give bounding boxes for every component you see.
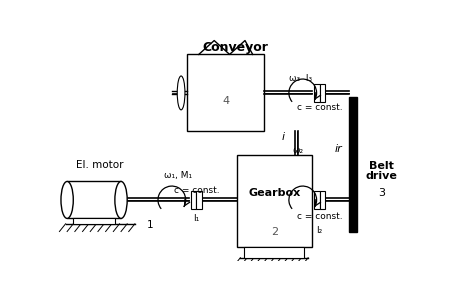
Text: ω₃  I₃: ω₃ I₃	[289, 74, 312, 83]
Bar	[67, 181, 121, 218]
Text: c = const.: c = const.	[297, 212, 342, 221]
Text: Belt: Belt	[369, 161, 394, 171]
Bar	[320, 191, 325, 209]
Bar	[314, 191, 320, 209]
Text: c = const.: c = const.	[174, 186, 219, 195]
Bar	[73, 218, 115, 224]
Bar	[244, 247, 304, 258]
Bar	[320, 84, 325, 102]
Text: Gearbox: Gearbox	[248, 188, 301, 198]
Text: ir: ir	[335, 144, 343, 154]
Text: ω₂: ω₂	[293, 146, 304, 154]
Text: I₂: I₂	[316, 226, 323, 235]
Text: I₁: I₁	[193, 214, 200, 223]
Text: 3: 3	[378, 188, 385, 198]
Bar	[191, 191, 197, 209]
Bar	[197, 191, 202, 209]
Text: El. motor: El. motor	[76, 160, 124, 170]
Text: 1: 1	[147, 220, 153, 230]
Ellipse shape	[115, 181, 127, 218]
Text: drive: drive	[365, 171, 397, 181]
Text: c = const.: c = const.	[297, 103, 342, 112]
Text: i: i	[281, 132, 284, 142]
Bar	[349, 97, 357, 231]
Text: Conveyor: Conveyor	[202, 41, 268, 54]
Bar	[187, 54, 264, 131]
Text: 4: 4	[222, 96, 229, 105]
Bar	[314, 84, 320, 102]
Text: 2: 2	[271, 226, 278, 236]
Bar	[237, 154, 312, 247]
Ellipse shape	[177, 76, 185, 110]
Text: ω₁, M₁: ω₁, M₁	[164, 171, 192, 180]
Ellipse shape	[61, 181, 73, 218]
